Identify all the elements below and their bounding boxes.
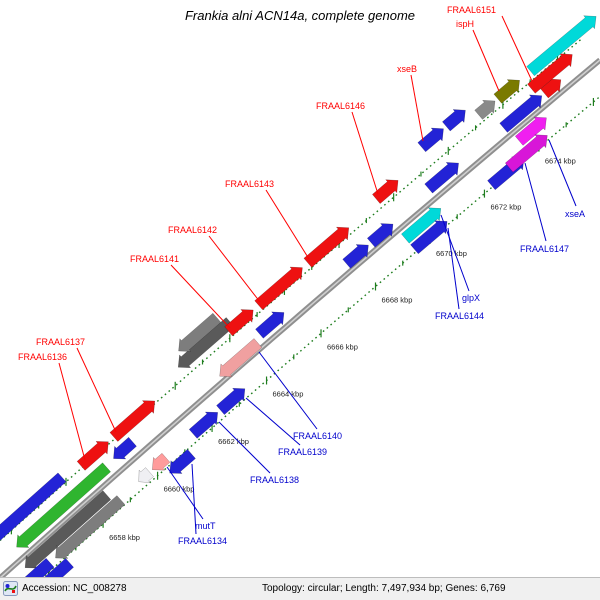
gene-arrow-FRAAL6142[interactable] (254, 266, 303, 311)
gene-arrow-cds-blue-m5[interactable] (424, 162, 459, 194)
gene-arrow-FRAAL6141[interactable] (224, 309, 254, 337)
gene-label-FRAAL6151[interactable]: FRAAL6151 (447, 5, 496, 15)
gene-label-FRAAL6140[interactable]: FRAAL6140 (293, 431, 342, 441)
gene-arrow-cds-blue-sb[interactable] (10, 558, 74, 578)
gene-label-FRAAL6139[interactable]: FRAAL6139 (278, 447, 327, 457)
label-leader (170, 264, 231, 329)
gene-arrow-FRAAL6146[interactable] (372, 179, 399, 204)
gene-arrow-FRAAL6138[interactable] (188, 411, 218, 439)
gene-arrow-cds-blue-large[interactable] (0, 472, 67, 568)
gene-arrow-FRAAL6139[interactable] (216, 387, 246, 415)
gene-arrow-FRAAL6136[interactable] (76, 441, 109, 471)
gene-arrow-FRAAL6151[interactable] (527, 53, 573, 94)
gene-arrow-FRAAL6140[interactable] (219, 338, 263, 377)
gene-arrow-cds-green[interactable] (16, 462, 111, 548)
gene-arrow-glpX[interactable] (401, 207, 442, 244)
gene-arrow-FRAAL6144[interactable] (410, 220, 448, 255)
gene-arrow-cds-white-small[interactable] (138, 467, 154, 484)
gene-label-xseA[interactable]: xseA (565, 209, 585, 219)
gene-label-glpX[interactable]: glpX (462, 293, 480, 303)
label-leader (218, 421, 271, 474)
gene-arrow-cds-blue-m1[interactable] (113, 436, 137, 460)
gene-arrow-FRAAL6134[interactable] (169, 449, 196, 474)
genome-plot: 6658 kbp 6660 kbp 6662 kbp 6664 kbp 6666 kbp… (0, 5, 600, 578)
gene-arrow-cds-blue-m3[interactable] (342, 244, 369, 269)
status-bar: Accession: NC_008278 Topology: circular;… (0, 577, 600, 600)
label-leader (548, 139, 577, 207)
gene-arrow-cds-cyan-large[interactable] (526, 15, 597, 77)
gene-label-xseB[interactable]: xseB (397, 64, 417, 74)
kbp-tick-label: 6660 kbp (164, 485, 195, 494)
label-leader (265, 189, 310, 260)
gene-arrow-cds-gray-tr[interactable] (474, 100, 496, 120)
gene-arrow-ispH[interactable] (493, 79, 520, 104)
label-leader (410, 74, 424, 142)
gene-arrow-FRAAL6143[interactable] (303, 226, 350, 268)
gene-arrow-cds-gray-c[interactable] (177, 317, 235, 368)
genome-title: Frankia alni ACN14a, complete genome (184, 8, 416, 23)
label-leader (440, 214, 470, 292)
gene-arrow-cds-blue-tr[interactable] (499, 94, 543, 133)
label-leader (447, 227, 460, 310)
gene-label-FRAAL6138[interactable]: FRAAL6138 (250, 475, 299, 485)
label-leader (501, 15, 533, 82)
label-leader (76, 347, 117, 433)
genome-backbone (0, 57, 600, 578)
gene-arrow-xseA[interactable] (504, 134, 548, 173)
genome-backbone-core (0, 59, 600, 578)
gene-arrow-xseB[interactable] (417, 127, 444, 153)
gene-label-FRAAL6142[interactable]: FRAAL6142 (168, 225, 217, 235)
kbp-tick-label: 6674 kbp (545, 157, 576, 166)
kbp-tick-label: 6666 kbp (327, 342, 358, 351)
gene-arrow-cds-blue-m4[interactable] (366, 223, 394, 248)
gene-arrow-cds-magenta-a[interactable] (514, 116, 547, 146)
gene-label-FRAAL6141[interactable]: FRAAL6141 (130, 254, 179, 264)
gene-label-FRAAL6137[interactable]: FRAAL6137 (36, 337, 85, 347)
label-leader (472, 29, 500, 92)
kbp-tick-label: 6658 kbp (109, 533, 140, 542)
label-leader (245, 397, 301, 446)
gene-label-ispH[interactable]: ispH (456, 19, 474, 29)
kbp-tick-label: 6664 kbp (273, 390, 304, 399)
kbp-tick-label: 6662 kbp (218, 437, 249, 446)
gene-arrow-cds-gray-a[interactable] (24, 490, 112, 569)
gene-label-FRAAL6136[interactable]: FRAAL6136 (18, 352, 67, 362)
gene-label-FRAAL6143[interactable]: FRAAL6143 (225, 179, 274, 189)
status-topology: Topology: circular; Length: 7,497,934 bp… (262, 583, 506, 594)
gene-arrow-FRAAL6137[interactable] (109, 400, 156, 442)
label-leader (258, 351, 318, 430)
gene-label-FRAAL6134[interactable]: FRAAL6134 (178, 536, 227, 546)
kbp-tick-label: 6672 kbp (491, 203, 522, 212)
label-leader (191, 463, 197, 535)
gene-arrow-mutT[interactable] (152, 452, 171, 471)
label-leader (58, 362, 86, 461)
app-icon (3, 581, 18, 596)
label-leader (351, 111, 379, 195)
gene-arrow-cds-blue-m2[interactable] (255, 311, 285, 339)
label-leader (208, 235, 261, 303)
gene-label-FRAAL6146[interactable]: FRAAL6146 (316, 101, 365, 111)
gene-arrow-cds-gray-d[interactable] (178, 312, 222, 352)
gene-arrow-cds-blue-sa[interactable] (7, 557, 55, 578)
label-leader (166, 466, 204, 520)
status-accession: Accession: NC_008278 (22, 583, 127, 594)
kbp-tick-label: 6668 kbp (382, 296, 413, 305)
gene-arrow-cds-gray-b[interactable] (55, 495, 126, 559)
gene-label-mutT[interactable]: mutT (195, 521, 216, 531)
gene-label-FRAAL6144[interactable]: FRAAL6144 (435, 311, 484, 321)
gene-label-FRAAL6147[interactable]: FRAAL6147 (520, 244, 569, 254)
label-leader (524, 162, 547, 242)
gene-arrow-cds-blue-o2[interactable] (442, 109, 466, 132)
